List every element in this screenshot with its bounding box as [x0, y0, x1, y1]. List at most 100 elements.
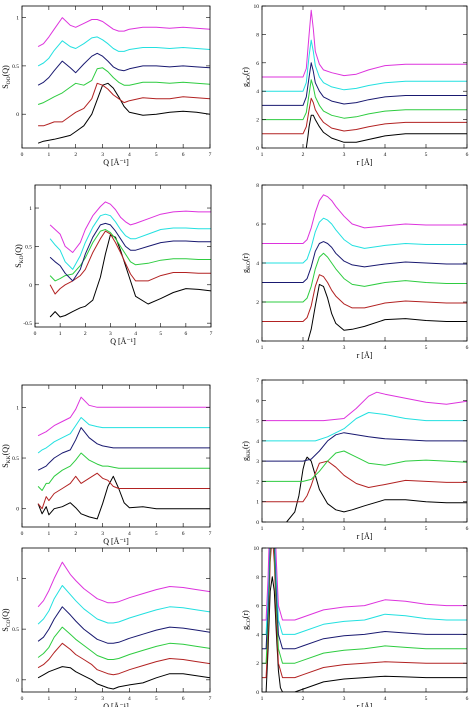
- series-line-cyan: [262, 548, 467, 635]
- y-tick-label: 8: [256, 32, 259, 38]
- y-tick-label: 0.5: [12, 627, 19, 633]
- series-line-red: [262, 460, 467, 503]
- series-line-magenta: [262, 194, 467, 244]
- x-tick-label: 6: [466, 526, 469, 532]
- chart-panel: 0 1 2 3 4 5 6 7 0 0.5 1 Q [Å⁻¹] SKK(Q): [1, 384, 212, 546]
- y-tick-label: 4: [256, 439, 259, 445]
- series-line-red: [49, 230, 211, 295]
- x-tick-label: 0: [21, 531, 24, 537]
- x-tick-label: 1: [47, 152, 50, 158]
- series-group: [262, 194, 467, 341]
- y-tick-label: 4: [256, 261, 259, 267]
- series-line-green: [262, 450, 467, 482]
- x-tick-label: 1: [47, 531, 50, 537]
- series-line-navy: [37, 427, 210, 471]
- x-tick-label: 3: [343, 152, 346, 158]
- x-tick-label: 3: [109, 331, 112, 337]
- series-line-cyan: [262, 39, 467, 92]
- y-tick-label: 1: [256, 500, 259, 506]
- x-tick-label: 4: [128, 531, 131, 537]
- x-tick-label: 6: [182, 531, 185, 537]
- x-tick-label: 5: [155, 531, 158, 537]
- y-tick-label: 0: [16, 678, 19, 684]
- y-tick-label: 0: [16, 507, 19, 513]
- x-tick-label: 3: [343, 345, 346, 351]
- chart-panel: 0 1 2 3 4 5 6 7-0.500.51Q [Å⁻¹]SKO(Q): [14, 184, 213, 346]
- series-line-green: [37, 452, 210, 491]
- series-line-magenta: [49, 201, 211, 253]
- series-group: [49, 201, 211, 318]
- x-tick-label: 6: [466, 152, 469, 158]
- y-tick-label: 2: [256, 118, 259, 124]
- series-line-navy: [37, 52, 210, 86]
- x-tick-label: 7: [209, 696, 212, 702]
- series-line-cyan: [262, 412, 467, 442]
- x-tick-label: 5: [425, 696, 428, 702]
- series-line-magenta: [262, 9, 467, 78]
- x-axis-label: r [Å]: [357, 702, 373, 707]
- series-line-navy: [262, 548, 467, 650]
- x-tick-label: 4: [384, 526, 387, 532]
- x-tick-label: 1: [261, 345, 264, 351]
- x-tick-label: 2: [302, 152, 305, 158]
- chart-panel: 1 2 3 4 5 6 0 2 4 6 8 10 r [Å] gOO(r): [241, 4, 469, 167]
- y-tick-label: 7: [256, 378, 259, 384]
- x-tick-label: 2: [74, 531, 77, 537]
- y-tick-label: 8: [256, 183, 259, 189]
- y-tick-label: 0.5: [12, 64, 19, 70]
- plot-frame: [261, 379, 468, 523]
- x-axis-label: Q [Å⁻¹]: [110, 337, 136, 346]
- x-tick-label: 5: [425, 345, 428, 351]
- x-tick-label: 6: [466, 696, 469, 702]
- y-tick-label: 4: [256, 632, 259, 638]
- series-line-black: [265, 576, 467, 692]
- plot-frame: [21, 5, 211, 149]
- series-line-red: [37, 472, 210, 510]
- y-axis-label: gKO(r): [241, 253, 252, 273]
- series-line-magenta: [37, 561, 210, 608]
- y-tick-label: 0: [256, 146, 259, 152]
- x-tick-label: 2: [302, 696, 305, 702]
- x-tick-label: 0: [21, 152, 24, 158]
- plot-frame: [21, 547, 211, 693]
- series-line-navy: [37, 606, 210, 644]
- series-line-black: [37, 666, 210, 690]
- x-tick-label: 5: [155, 152, 158, 158]
- x-tick-label: 4: [128, 152, 131, 158]
- y-axis-label: SKO(Q): [14, 244, 25, 268]
- chart-panel: 0 1 2 3 4 5 6 7 0 0.5 1 Q [Å⁻¹] SCO(Q): [1, 547, 212, 707]
- series-line-black: [286, 456, 467, 522]
- x-tick-label: 5: [425, 526, 428, 532]
- y-tick-label: 1: [16, 576, 19, 582]
- y-tick-label: 4: [256, 89, 259, 95]
- y-tick-label: 0: [29, 283, 32, 289]
- x-tick-label: 5: [425, 152, 428, 158]
- y-tick-label: 8: [256, 575, 259, 581]
- series-line-cyan: [49, 213, 211, 270]
- plot-frame: [261, 547, 468, 693]
- x-tick-label: 3: [101, 531, 104, 537]
- y-axis-label: SKK(Q): [1, 444, 12, 468]
- x-tick-label: 6: [182, 696, 185, 702]
- chart-panel: 0 1 2 3 4 5 6 7 0 0.5 1 Q [Å⁻¹] SOO(Q): [1, 5, 212, 167]
- y-axis-label: SOO(Q): [1, 65, 12, 89]
- x-tick-label: 2: [74, 696, 77, 702]
- x-tick-label: 4: [134, 331, 137, 337]
- x-tick-label: 1: [261, 526, 264, 532]
- y-tick-label: 6: [256, 222, 259, 228]
- x-tick-label: 3: [343, 526, 346, 532]
- x-axis-label: Q [Å⁻¹]: [103, 702, 129, 707]
- y-tick-label: 10: [254, 546, 260, 552]
- series-line-green: [262, 79, 467, 121]
- x-tick-label: 3: [343, 696, 346, 702]
- series-line-black: [305, 114, 467, 148]
- series-line-magenta: [37, 17, 210, 48]
- y-axis-label: gKK(r): [241, 441, 252, 461]
- y-tick-label: 10: [254, 4, 260, 10]
- series-line-red: [37, 642, 210, 676]
- x-tick-label: 7: [210, 331, 213, 337]
- series-line-black: [49, 234, 211, 318]
- x-tick-label: 6: [184, 331, 187, 337]
